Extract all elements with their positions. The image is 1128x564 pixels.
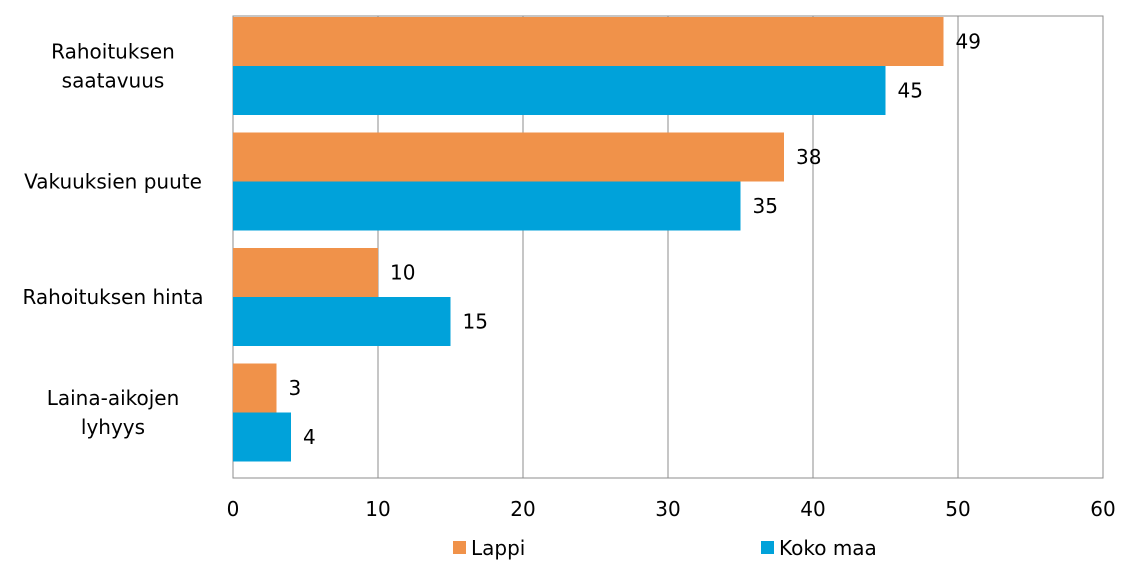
- x-tick-label: 60: [1090, 497, 1115, 521]
- category-label: Rahoituksen hinta: [22, 285, 203, 309]
- x-tick-label: 0: [227, 497, 240, 521]
- bar-lappi: [233, 248, 378, 297]
- data-label-lappi: 49: [956, 30, 981, 54]
- x-tick-label: 30: [655, 497, 680, 521]
- category-labels: Rahoituksen saatavuus Vakuuksien puute Raho…: [22, 40, 203, 440]
- x-tick-label: 10: [365, 497, 390, 521]
- x-tick-label: 40: [800, 497, 825, 521]
- legend-swatch-koko-maa: [761, 541, 774, 554]
- bars: [233, 17, 944, 462]
- legend-label-lappi: Lappi: [471, 536, 525, 560]
- category-label: Rahoituksen: [51, 40, 175, 64]
- bar-koko-maa: [233, 66, 886, 115]
- legend-label-koko-maa: Koko maa: [779, 536, 877, 560]
- category-label: saatavuus: [62, 69, 165, 93]
- data-label-lappi: 3: [289, 376, 302, 400]
- data-label-lappi: 38: [796, 145, 821, 169]
- bar-lappi: [233, 132, 784, 182]
- legend-swatch-lappi: [453, 541, 466, 554]
- x-tick-label: 50: [945, 497, 970, 521]
- data-label-koko-maa: 35: [753, 194, 778, 218]
- bar-lappi: [233, 363, 277, 413]
- data-label-koko-maa: 4: [303, 425, 316, 449]
- bar-koko-maa: [233, 297, 451, 346]
- bar-koko-maa: [233, 181, 741, 231]
- data-labels: 49 45 38 35 10 15 3 4: [289, 30, 981, 450]
- legend: Lappi Koko maa: [453, 536, 877, 560]
- data-label-lappi: 10: [390, 261, 415, 285]
- bar-lappi: [233, 17, 944, 66]
- x-tick-labels: 0 10 20 30 40 50 60: [227, 497, 1116, 521]
- category-label: lyhyys: [81, 415, 145, 439]
- category-label: Vakuuksien puute: [24, 170, 202, 194]
- x-tick-label: 20: [510, 497, 535, 521]
- bar-koko-maa: [233, 412, 291, 462]
- data-label-koko-maa: 45: [898, 79, 923, 103]
- category-label: Laina-aikojen: [47, 386, 180, 410]
- data-label-koko-maa: 15: [463, 310, 488, 334]
